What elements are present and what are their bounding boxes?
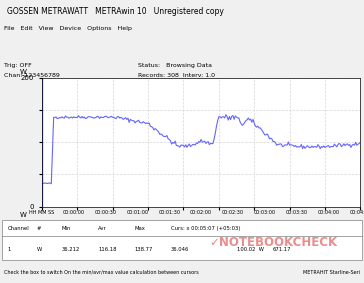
Text: 00:04:00: 00:04:00 [317,211,340,215]
Text: ✓NOTEBOOKCHECK: ✓NOTEBOOKCHECK [209,235,337,248]
Text: 00:01:30: 00:01:30 [158,211,180,215]
Text: 00:00:30: 00:00:30 [95,211,116,215]
Text: 36.212: 36.212 [62,247,80,252]
Text: 671.17: 671.17 [273,247,292,252]
Text: Curs: x 00:05:07 (+05:03): Curs: x 00:05:07 (+05:03) [171,226,241,231]
Text: 00:04:30: 00:04:30 [349,211,364,215]
Text: 00:03:00: 00:03:00 [254,211,276,215]
Text: 36.046: 36.046 [171,247,189,252]
Text: W: W [20,69,27,75]
Text: Channel: Channel [7,226,29,231]
Text: 00:01:00: 00:01:00 [126,211,149,215]
Text: 00:00:00: 00:00:00 [63,211,85,215]
Text: Min: Min [62,226,71,231]
Text: Max: Max [135,226,146,231]
Text: Status:   Browsing Data: Status: Browsing Data [138,63,212,68]
Text: 1: 1 [7,247,11,252]
Text: 116.18: 116.18 [98,247,117,252]
Text: Trig: OFF: Trig: OFF [4,63,31,68]
Text: 138.77: 138.77 [135,247,153,252]
Text: W: W [36,247,41,252]
Text: 00:03:30: 00:03:30 [286,211,308,215]
Text: W: W [20,212,27,218]
Text: Avr: Avr [98,226,107,231]
Text: 00:02:30: 00:02:30 [222,211,244,215]
Text: #: # [36,226,41,231]
Text: Chan: 123456789: Chan: 123456789 [4,73,60,78]
Text: GOSSEN METRAWATT   METRAwin 10   Unregistered copy: GOSSEN METRAWATT METRAwin 10 Unregistere… [7,7,224,16]
Text: File   Edit   View   Device   Options   Help: File Edit View Device Options Help [4,26,131,31]
Text: Records: 308  Interv: 1.0: Records: 308 Interv: 1.0 [138,73,215,78]
Text: METRAHIT Starline-Seri: METRAHIT Starline-Seri [303,270,360,275]
Text: 00:02:00: 00:02:00 [190,211,212,215]
Text: 100.02  W: 100.02 W [237,247,264,252]
Text: Check the box to switch On the min/avr/max value calculation between cursors: Check the box to switch On the min/avr/m… [4,270,198,275]
Text: HH MM SS: HH MM SS [29,211,55,215]
